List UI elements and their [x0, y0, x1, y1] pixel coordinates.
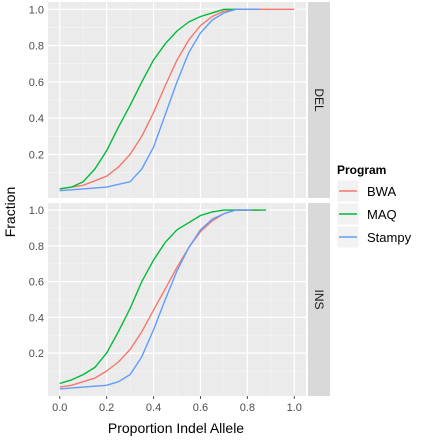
panel-ins: 0.2 0.4 0.6 0.8 1.0 INS — [29, 203, 330, 396]
series-line-bwa — [59, 209, 260, 388]
facet-strip-label: DEL — [312, 88, 326, 112]
legend-entry-maq: MAQ — [336, 202, 397, 226]
y-tick-label: 0.6 — [29, 277, 44, 289]
y-tick-label: 0.6 — [29, 77, 44, 89]
y-tick-label: 0.2 — [29, 348, 44, 360]
legend-entries: BWA MAQ Stampy — [336, 179, 412, 249]
y-axis-title: Fraction — [2, 187, 18, 238]
legend-entry-bwa: BWA — [336, 179, 396, 203]
panel-del: 0.2 0.4 0.6 0.8 1.0 DEL — [29, 2, 330, 198]
legend-title: Program — [337, 163, 386, 177]
legend-entry-stampy: Stampy — [336, 225, 412, 249]
x-tick-label: 0.0 — [52, 402, 67, 414]
x-tick-label: 0.2 — [99, 402, 114, 414]
series-line-maq — [59, 209, 267, 385]
y-tick-label: 1.0 — [29, 4, 44, 16]
legend-label: Stampy — [367, 230, 412, 245]
y-tick-label: 0.4 — [29, 312, 44, 324]
legend: Program BWA MAQ Stampy — [336, 163, 412, 249]
facet-strip — [308, 203, 330, 396]
facet-strip — [308, 2, 330, 198]
y-tick-label: 0.8 — [29, 41, 44, 53]
x-axis-title: Proportion Indel Allele — [108, 420, 244, 436]
chart-panels: 0.2 0.4 0.6 0.8 1.0 DEL 0.2 0.4 0.6 0.8 1.0 INS — [29, 2, 330, 396]
x-tick-label: 1.0 — [287, 402, 302, 414]
legend-label: MAQ — [367, 207, 397, 222]
x-tick-label: 0.4 — [146, 402, 161, 414]
y-tick-label: 0.8 — [29, 241, 44, 253]
y-tick-label: 0.2 — [29, 149, 44, 161]
series-line-maq — [59, 8, 243, 190]
x-axis-ticks: 0.0 0.2 0.4 0.6 0.8 1.0 — [52, 396, 302, 414]
y-tick-label: 1.0 — [29, 205, 44, 217]
series-line-stampy — [59, 209, 253, 390]
series-line-stampy — [59, 8, 260, 192]
facet-strip-label: INS — [312, 289, 326, 309]
legend-label: BWA — [367, 184, 396, 199]
series-line-bwa — [59, 8, 295, 190]
y-tick-label: 0.4 — [29, 113, 44, 125]
x-tick-label: 0.8 — [240, 402, 255, 414]
x-tick-label: 0.6 — [193, 402, 208, 414]
